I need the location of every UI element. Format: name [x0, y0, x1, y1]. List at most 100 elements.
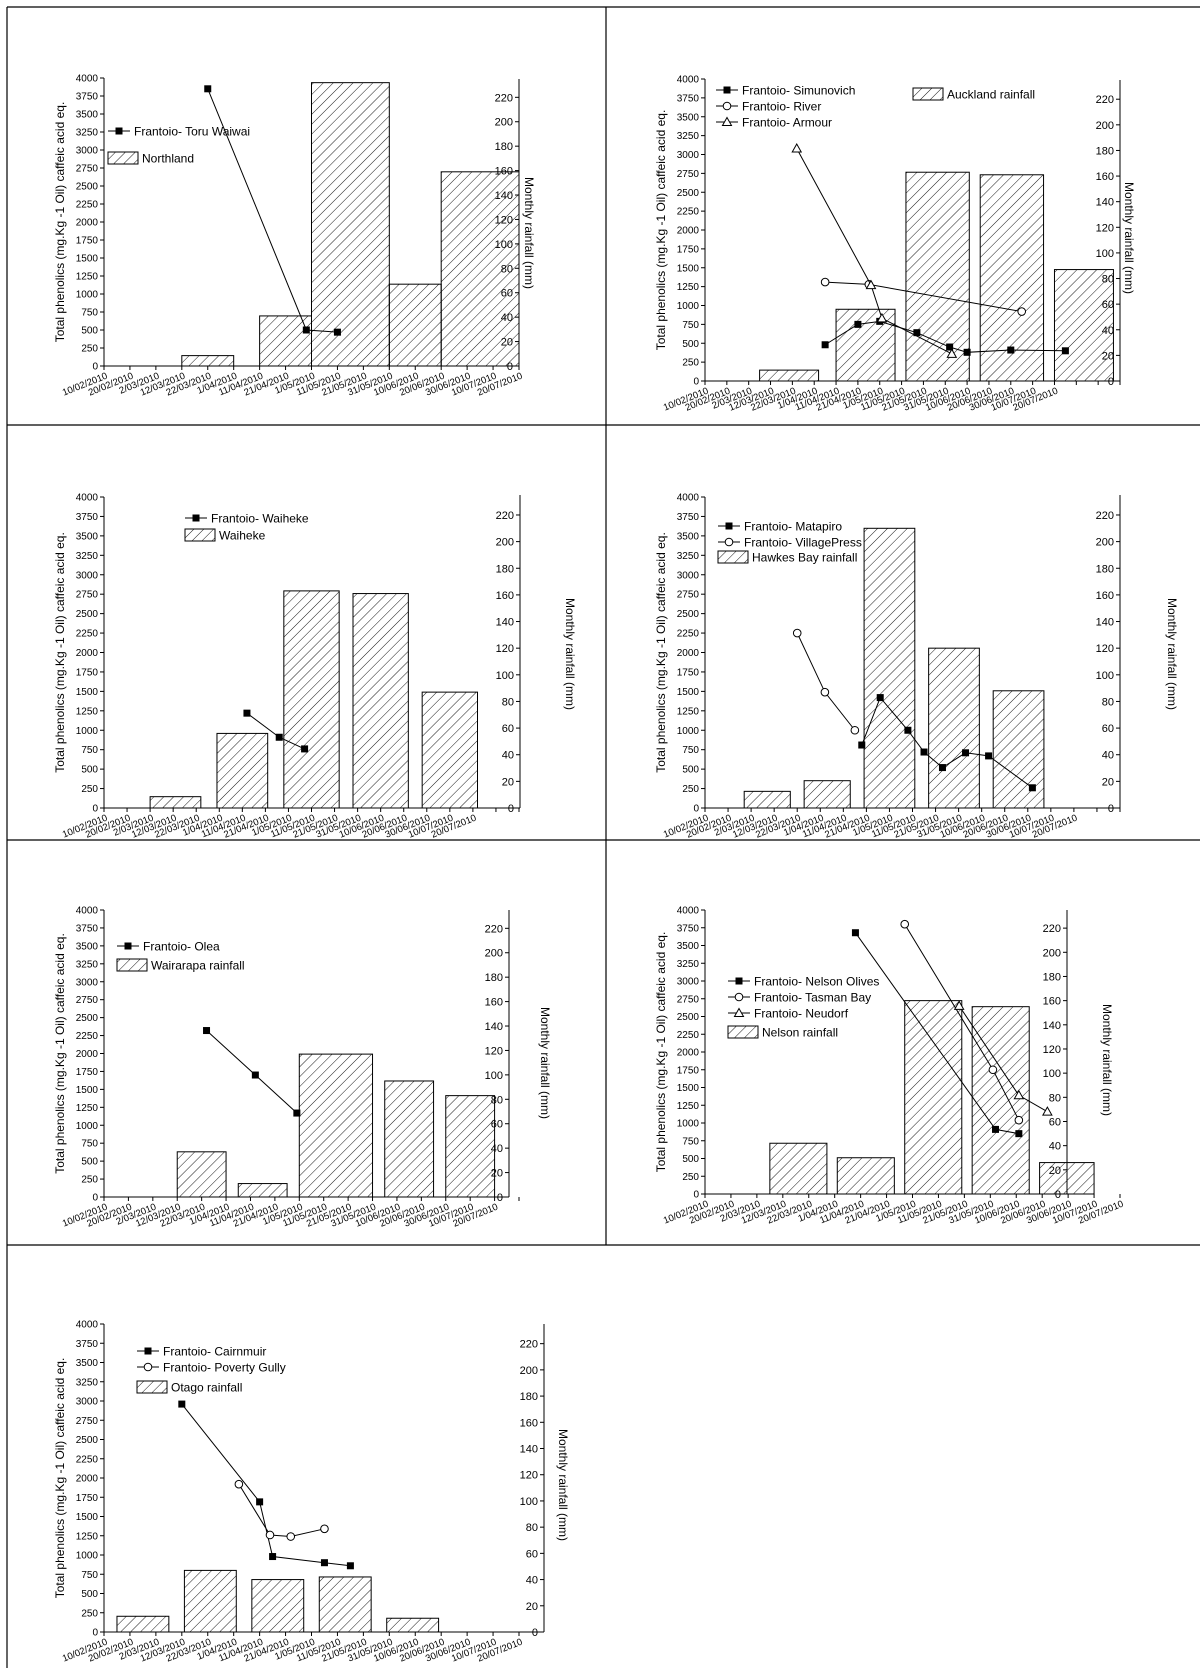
y2-tick-label: 100	[1096, 248, 1114, 260]
y2-tick-label: 120	[520, 1470, 538, 1482]
y2-tick-label: 140	[1096, 197, 1114, 209]
data-point	[269, 1553, 277, 1561]
data-point	[851, 929, 859, 937]
y2-tick-label: 20	[526, 1601, 538, 1613]
y2-axis-title: Monthly rainfall (mm)	[538, 1007, 552, 1119]
y2-tick-label: 100	[495, 239, 513, 251]
y-axis-title: Total phenolics (mg.Kg -1 Oil) caffeic a…	[53, 102, 67, 343]
y-tick-label: 2500	[76, 1435, 99, 1446]
y2-tick-label: 140	[1096, 617, 1114, 629]
y-tick-label: 2500	[677, 1012, 700, 1023]
y2-tick-label: 180	[495, 141, 513, 153]
y2-tick-label: 0	[1108, 376, 1114, 388]
y2-tick-label: 60	[1049, 1116, 1061, 1128]
data-point	[1061, 347, 1069, 355]
rainfall-bar	[904, 1000, 963, 1195]
y-tick-label: 3500	[677, 531, 700, 542]
data-point	[333, 328, 341, 336]
y2-tick-label: 0	[532, 1627, 538, 1639]
y-tick-label: 2750	[677, 590, 700, 601]
data-point	[985, 752, 993, 760]
legend-swatch	[184, 528, 216, 542]
y2-tick-label: 180	[496, 563, 514, 575]
rainfall-bar	[384, 1080, 435, 1198]
rainfall-bar	[352, 593, 409, 809]
data-point	[904, 726, 912, 734]
y-tick-label: 500	[81, 326, 98, 337]
y-tick-label: 3250	[677, 959, 700, 970]
legend-marker	[723, 86, 731, 94]
legend-marker	[734, 992, 744, 1002]
y-tick-label: 3250	[677, 551, 700, 562]
legend-label: Nelson rainfall	[762, 1026, 838, 1040]
data-point	[275, 733, 283, 741]
y-tick-label: 4000	[76, 1320, 99, 1331]
y-tick-label: 2000	[76, 648, 99, 659]
data-point	[900, 919, 910, 929]
rainfall-bar	[283, 590, 340, 809]
series-line	[181, 1403, 351, 1567]
legend-label: Hawkes Bay rainfall	[752, 551, 857, 565]
y-tick-label: 1000	[76, 1551, 99, 1562]
data-point	[792, 628, 802, 638]
data-point	[946, 343, 954, 351]
data-point	[293, 1109, 301, 1117]
y2-tick-label: 160	[496, 590, 514, 602]
y-tick-label: 250	[682, 784, 699, 795]
legend-label: Waiheke	[219, 529, 266, 543]
y2-tick-label: 160	[1043, 996, 1061, 1008]
data-point	[938, 764, 946, 772]
y-tick-label: 2500	[76, 609, 99, 620]
rainfall-bar	[928, 647, 980, 809]
y2-tick-label: 100	[1043, 1068, 1061, 1080]
y2-tick-label: 140	[496, 617, 514, 629]
rainfall-bar	[992, 690, 1045, 809]
y2-tick-label: 180	[1096, 145, 1114, 157]
y-tick-label: 0	[92, 1628, 98, 1639]
y2-tick-label: 20	[502, 776, 514, 788]
data-point	[204, 85, 212, 93]
data-point	[320, 1559, 328, 1567]
y-tick-label: 2500	[677, 609, 700, 620]
y-tick-label: 750	[81, 1570, 98, 1581]
y2-tick-label: 200	[1096, 537, 1114, 549]
legend-label: Frantoio- VillagePress	[744, 536, 862, 550]
y-tick-label: 1750	[76, 1493, 99, 1504]
y-tick-label: 500	[81, 1589, 98, 1600]
rainfall-bar	[388, 283, 442, 367]
y-tick-label: 2000	[76, 218, 99, 229]
y-tick-label: 1500	[677, 1083, 700, 1094]
y2-tick-label: 160	[485, 997, 503, 1009]
x-tick-label: 20/07/2010	[430, 813, 478, 841]
y2-tick-label: 0	[508, 803, 514, 815]
y-tick-label: 1500	[677, 263, 700, 274]
y2-axis-title: Monthly rainfall (mm)	[1122, 182, 1136, 294]
y2-tick-label: 220	[1043, 923, 1061, 935]
y2-tick-label: 220	[496, 510, 514, 522]
legend-marker	[722, 101, 732, 111]
data-point	[858, 741, 866, 749]
y-tick-label: 500	[81, 765, 98, 776]
data-point	[865, 279, 877, 290]
y2-tick-label: 100	[520, 1496, 538, 1508]
y2-tick-label: 120	[495, 214, 513, 226]
y2-tick-label: 20	[1049, 1165, 1061, 1177]
y2-tick-label: 220	[1096, 94, 1114, 106]
y-tick-label: 2250	[677, 629, 700, 640]
y-tick-label: 1500	[76, 1512, 99, 1523]
y2-tick-label: 140	[495, 190, 513, 202]
legend-marker	[721, 116, 733, 126]
data-point	[1042, 1106, 1053, 1116]
y-tick-label: 1250	[677, 706, 700, 717]
y2-tick-label: 140	[1043, 1020, 1061, 1032]
y-tick-label: 1750	[677, 244, 700, 255]
y-tick-label: 3500	[677, 112, 700, 123]
chart-2: 0250500750100012501500175020002250250027…	[654, 75, 1136, 414]
y-tick-label: 2250	[76, 1454, 99, 1465]
legend-swatch	[116, 958, 148, 972]
y-tick-label: 1500	[76, 687, 99, 698]
y2-tick-label: 180	[485, 972, 503, 984]
y2-tick-label: 120	[1043, 1044, 1061, 1056]
y2-axis-title: Monthly rainfall (mm)	[556, 1429, 570, 1541]
